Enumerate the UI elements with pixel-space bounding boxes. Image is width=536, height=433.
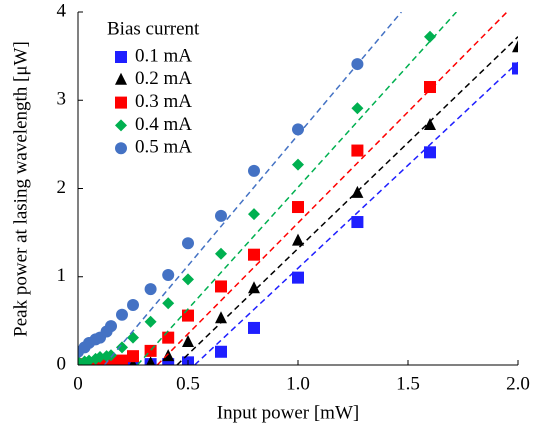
legend-marker bbox=[115, 119, 127, 132]
y-tick-label: 3 bbox=[57, 89, 67, 110]
y-tick-label: 1 bbox=[57, 265, 67, 286]
marker bbox=[424, 146, 436, 159]
marker bbox=[424, 30, 436, 43]
marker bbox=[144, 315, 157, 328]
marker bbox=[215, 280, 227, 293]
marker bbox=[215, 345, 227, 358]
marker bbox=[162, 268, 175, 281]
marker bbox=[424, 81, 436, 94]
marker bbox=[127, 298, 139, 311]
marker bbox=[144, 283, 157, 296]
marker bbox=[292, 201, 304, 214]
y-tick-label: 0 bbox=[57, 353, 67, 374]
y-tick-label: 2 bbox=[57, 177, 67, 198]
legend-marker bbox=[115, 72, 127, 85]
fit-line bbox=[194, 61, 518, 365]
marker bbox=[215, 209, 227, 222]
marker bbox=[512, 40, 518, 53]
legend-title: Bias current bbox=[107, 18, 200, 39]
marker bbox=[182, 335, 194, 348]
legend-label: 0.1 mA bbox=[135, 45, 192, 66]
marker bbox=[292, 123, 304, 136]
marker bbox=[116, 354, 128, 365]
y-tick-label: 4 bbox=[57, 0, 67, 21]
legend-marker bbox=[115, 142, 127, 155]
fit-line bbox=[156, 12, 508, 365]
marker bbox=[162, 349, 175, 362]
x-tick-label: 0.5 bbox=[176, 373, 200, 394]
plot-area bbox=[78, 12, 518, 365]
marker bbox=[127, 350, 139, 363]
marker bbox=[292, 158, 304, 171]
marker bbox=[248, 281, 260, 294]
marker bbox=[248, 321, 260, 334]
marker bbox=[351, 58, 364, 71]
legend-label: 0.5 mA bbox=[135, 137, 192, 158]
marker bbox=[162, 331, 175, 344]
legend-label: 0.2 mA bbox=[135, 68, 192, 89]
marker bbox=[292, 271, 304, 284]
marker bbox=[182, 273, 194, 286]
marker bbox=[512, 62, 518, 75]
marker bbox=[248, 248, 260, 261]
x-tick-label: 1.0 bbox=[286, 373, 310, 394]
marker bbox=[351, 185, 364, 198]
marker bbox=[116, 308, 128, 321]
legend-label: 0.3 mA bbox=[135, 91, 192, 112]
y-axis-label: Peak power at lasing wavelength [μW] bbox=[10, 41, 31, 337]
marker bbox=[182, 309, 194, 322]
marker bbox=[248, 208, 260, 221]
legend-label: 0.4 mA bbox=[135, 114, 192, 135]
marker bbox=[351, 216, 364, 229]
marker bbox=[162, 297, 175, 310]
marker bbox=[83, 354, 95, 365]
marker bbox=[215, 247, 227, 260]
fit-line bbox=[176, 36, 518, 365]
marker bbox=[215, 311, 227, 324]
marker bbox=[424, 117, 436, 130]
marker bbox=[127, 331, 139, 344]
marker bbox=[351, 102, 364, 115]
marker bbox=[146, 356, 155, 365]
marker bbox=[162, 358, 175, 365]
fit-line bbox=[103, 12, 402, 365]
x-tick-label: 0 bbox=[73, 373, 83, 394]
marker bbox=[105, 320, 117, 333]
legend-marker bbox=[115, 96, 127, 109]
marker bbox=[351, 144, 364, 157]
x-axis-label: Input power [mW] bbox=[217, 402, 359, 423]
marker bbox=[105, 349, 117, 362]
x-tick-label: 2.0 bbox=[506, 373, 530, 394]
marker bbox=[292, 233, 304, 246]
x-tick-label: 1.5 bbox=[396, 373, 420, 394]
marker bbox=[182, 237, 194, 250]
legend-marker bbox=[115, 51, 127, 63]
marker bbox=[116, 341, 128, 354]
marker bbox=[248, 164, 260, 177]
